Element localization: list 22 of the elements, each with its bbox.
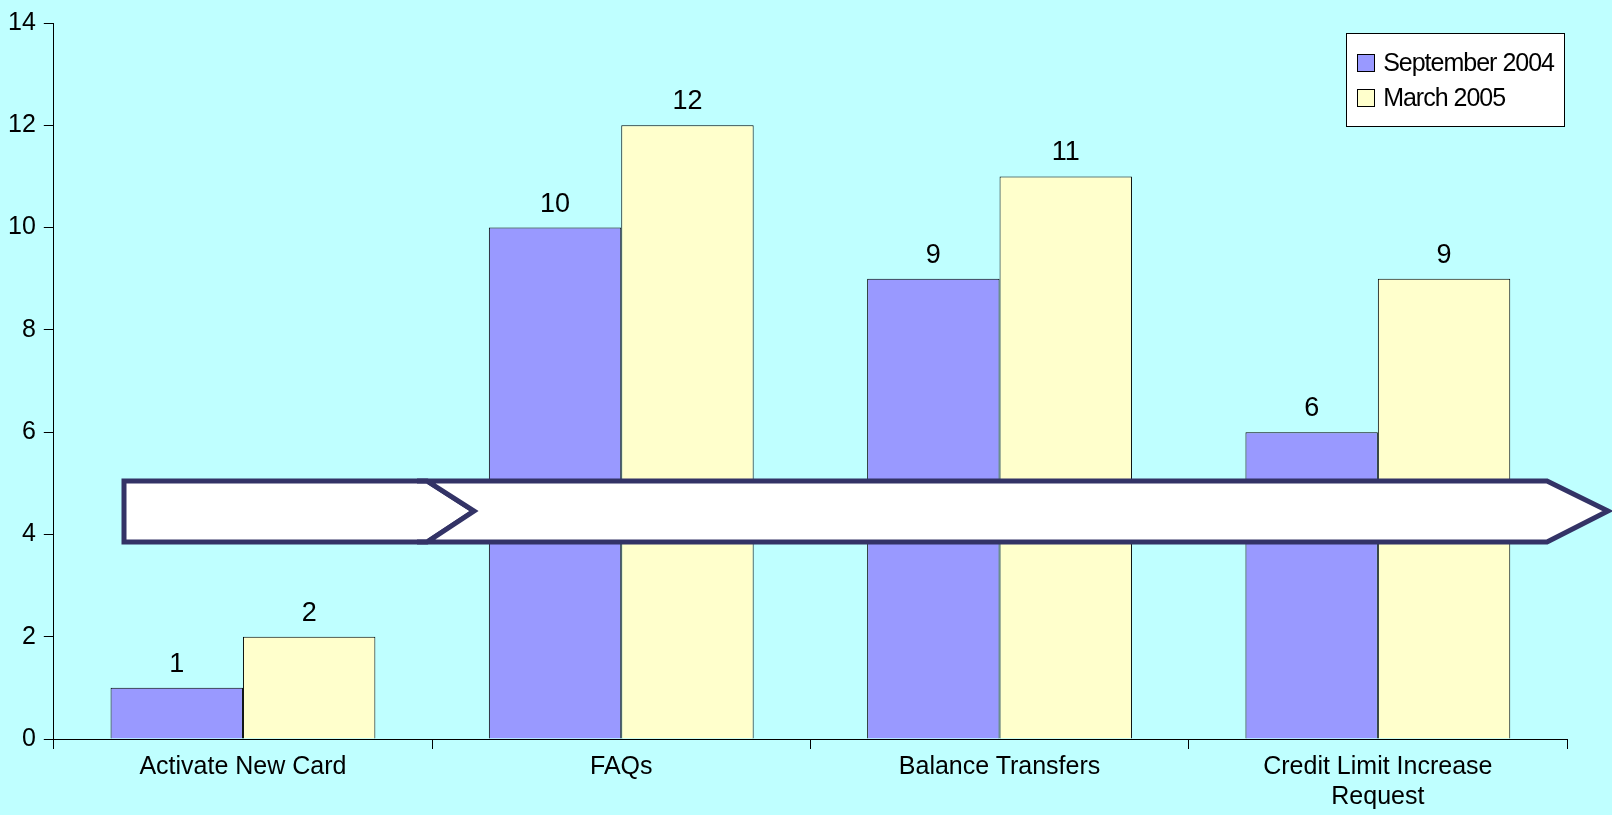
legend-label: September 2004	[1383, 48, 1554, 77]
x-tick-label: Activate New Card	[139, 750, 347, 779]
y-tick-label: 4	[21, 518, 36, 547]
y-tick-label: 6	[21, 416, 36, 445]
y-tick-label: 10	[8, 211, 36, 240]
y-tick-label: 0	[21, 722, 36, 751]
y-tick-label: 2	[21, 620, 36, 649]
y-tick-label: 8	[21, 313, 36, 342]
data-label: 12	[672, 85, 703, 116]
data-label: 11	[1051, 136, 1080, 167]
data-label: 10	[540, 187, 571, 218]
data-label: 9	[1436, 238, 1452, 269]
y-tick-label: 12	[8, 109, 36, 138]
data-label: 1	[169, 647, 185, 678]
legend-label: March 2005	[1383, 83, 1506, 112]
data-label: 6	[1304, 392, 1320, 423]
x-tick-label: Balance Transfers	[898, 750, 1101, 779]
x-tick-label: FAQs	[590, 750, 653, 779]
data-label: 9	[925, 238, 941, 269]
x-tick-label: Credit Limit Increase Request	[1263, 750, 1493, 809]
data-label: 2	[301, 596, 317, 627]
y-tick-label: 14	[8, 6, 36, 35]
